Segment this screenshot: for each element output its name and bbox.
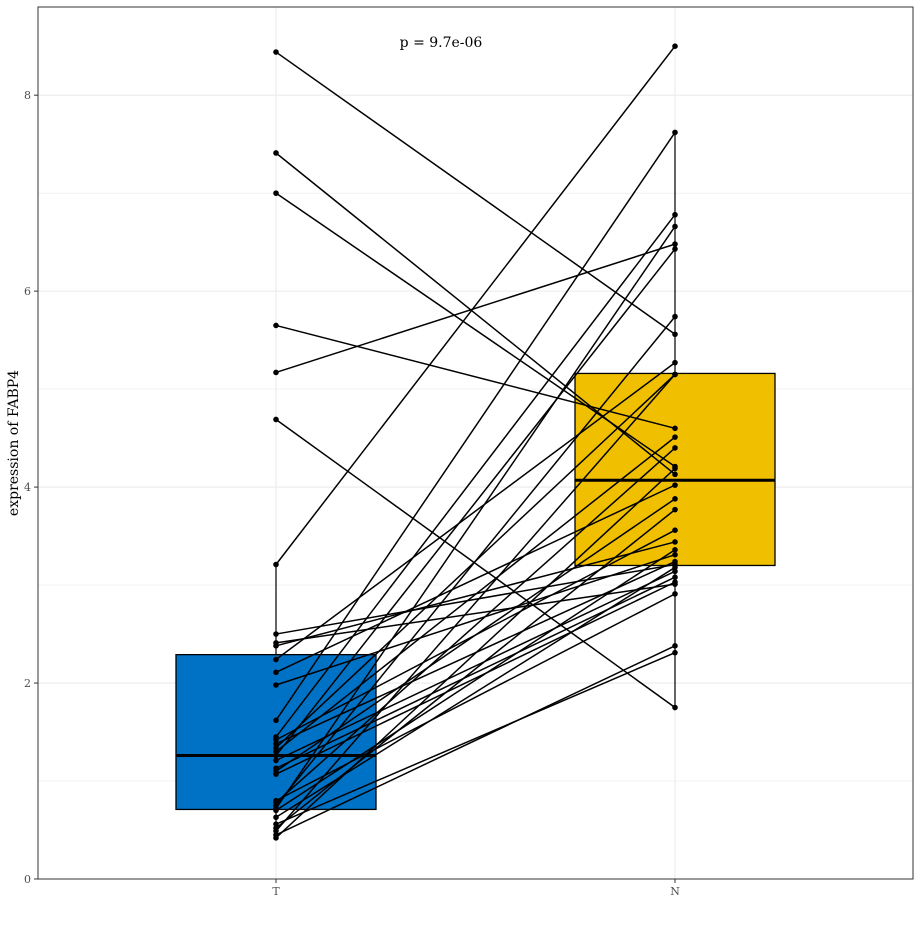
point-T xyxy=(273,737,279,743)
p-value-annotation: p = 9.7e-06 xyxy=(400,35,483,51)
x-tick-label: T xyxy=(272,885,280,898)
pair-line xyxy=(275,214,676,738)
point-N xyxy=(672,43,678,49)
y-tick-label: 6 xyxy=(24,285,31,298)
pair-line xyxy=(275,553,676,686)
point-T xyxy=(273,669,279,676)
point-T xyxy=(273,717,279,724)
point-N xyxy=(672,359,678,366)
point-T xyxy=(273,190,279,196)
axes: 0 2 4 6 8 T N xyxy=(24,89,680,898)
y-tick-label: 8 xyxy=(24,89,31,102)
pair-line xyxy=(275,581,676,775)
point-N xyxy=(672,506,678,513)
point-T xyxy=(273,369,279,376)
point-N xyxy=(672,568,678,575)
pair-line xyxy=(275,226,676,809)
point-T xyxy=(273,643,279,649)
y-axis-title: expression of FABP4 xyxy=(6,370,22,516)
point-T xyxy=(273,757,279,764)
pair-lines xyxy=(275,45,676,839)
point-N xyxy=(672,539,678,545)
pair-line xyxy=(275,498,676,772)
points xyxy=(273,43,678,841)
panel-border xyxy=(37,6,914,880)
pair-line xyxy=(275,324,676,430)
point-N xyxy=(672,223,678,230)
point-N xyxy=(672,496,678,502)
point-N xyxy=(672,558,678,565)
y-tick-label: 4 xyxy=(24,481,31,494)
box-T xyxy=(175,653,377,811)
pair-line xyxy=(275,570,676,762)
point-T xyxy=(273,752,279,759)
point-N xyxy=(672,445,678,451)
point-N xyxy=(672,643,678,649)
point-N xyxy=(672,471,678,478)
point-N xyxy=(672,129,678,136)
point-T xyxy=(273,744,279,751)
point-N xyxy=(672,527,678,533)
pair-line xyxy=(275,418,676,709)
point-N xyxy=(672,649,678,656)
point-T xyxy=(273,814,279,821)
point-N xyxy=(672,546,678,553)
point-N xyxy=(672,482,678,488)
y-tick-label: 2 xyxy=(24,677,31,690)
point-N xyxy=(672,246,678,252)
point-T xyxy=(273,322,279,329)
point-T xyxy=(273,740,279,747)
point-N xyxy=(672,564,678,571)
pair-line xyxy=(275,51,676,335)
point-N xyxy=(672,579,678,585)
pair-line xyxy=(275,645,676,836)
point-T xyxy=(273,561,279,568)
point-T xyxy=(273,656,279,663)
point-T xyxy=(273,49,279,55)
pair-line xyxy=(275,243,676,374)
point-N xyxy=(672,551,678,558)
pair-line xyxy=(275,509,676,829)
point-N xyxy=(672,704,678,711)
point-T xyxy=(273,807,279,814)
point-N xyxy=(672,331,678,338)
point-N xyxy=(672,465,678,472)
pair-line xyxy=(275,362,676,661)
point-N xyxy=(672,574,678,581)
point-T xyxy=(273,150,279,156)
pair-line xyxy=(275,131,676,721)
pair-line xyxy=(275,45,676,565)
point-T xyxy=(273,835,279,841)
pair-line xyxy=(275,192,676,468)
point-N xyxy=(672,434,678,440)
pair-line xyxy=(275,651,676,825)
pair-line xyxy=(275,316,676,806)
point-N xyxy=(672,313,678,320)
pair-line xyxy=(275,248,676,757)
point-N xyxy=(672,241,678,247)
pair-line xyxy=(275,484,676,673)
y-tick-label: 0 xyxy=(24,873,31,886)
point-T xyxy=(273,416,279,423)
x-tick-label: N xyxy=(670,885,680,898)
point-N xyxy=(672,591,678,597)
point-T xyxy=(273,631,279,637)
point-T xyxy=(273,771,279,777)
point-T xyxy=(273,682,279,688)
point-N xyxy=(672,371,678,378)
pair-line xyxy=(275,467,676,839)
point-T xyxy=(273,748,279,755)
pair-line xyxy=(275,436,676,753)
point-T xyxy=(273,828,279,834)
pair-line xyxy=(275,447,676,804)
point-T xyxy=(273,821,279,827)
pair-line xyxy=(275,373,676,832)
pair-line xyxy=(275,549,676,812)
point-N xyxy=(672,425,678,432)
point-N xyxy=(672,211,678,218)
